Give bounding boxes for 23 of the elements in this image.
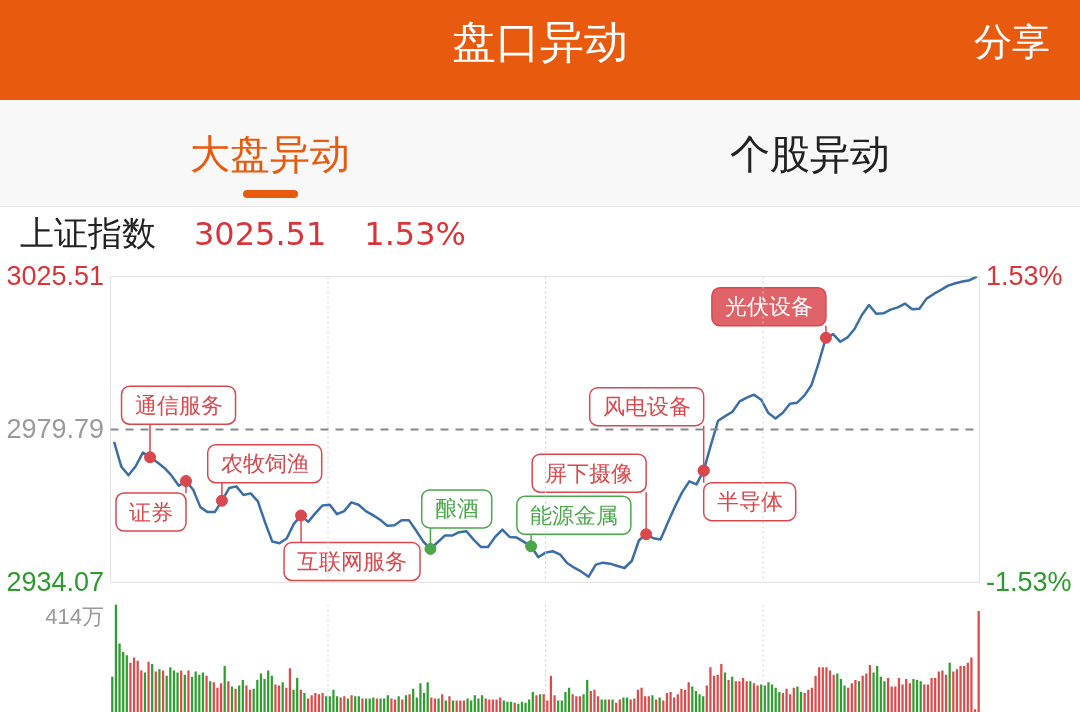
- data-label: 光伏设备: [724, 294, 813, 320]
- text: 盘口异动: [452, 16, 628, 67]
- data-label: 风电设备: [602, 394, 691, 420]
- text: 414万: [45, 604, 104, 630]
- data-label: 通信服务: [134, 392, 223, 418]
- chart-title: 上证指数: [20, 213, 156, 253]
- text: 1.53%: [364, 215, 466, 253]
- data-label: 半导体: [716, 489, 783, 515]
- text: 分享: [974, 19, 1050, 66]
- y2-tick-label: 1.53%: [986, 260, 1063, 292]
- data-label: 屏下摄像: [545, 460, 634, 486]
- data-label: 证券: [129, 499, 173, 525]
- data-label: 能源金属: [529, 502, 618, 528]
- y-tick-label: 2934.07: [6, 566, 104, 598]
- y2-tick-label: -1.53%: [986, 566, 1072, 598]
- y-tick-label: 3025.51: [6, 260, 104, 292]
- y-tick-label: 2979.79: [6, 413, 104, 445]
- text: 个股异动: [729, 130, 891, 179]
- data-label: 酿酒: [434, 496, 479, 522]
- text: 大盘异动: [189, 130, 351, 179]
- text: 3025.51: [194, 215, 327, 253]
- data-label: 农牧饲渔: [220, 451, 309, 477]
- data-label: 互联网服务: [297, 548, 408, 574]
